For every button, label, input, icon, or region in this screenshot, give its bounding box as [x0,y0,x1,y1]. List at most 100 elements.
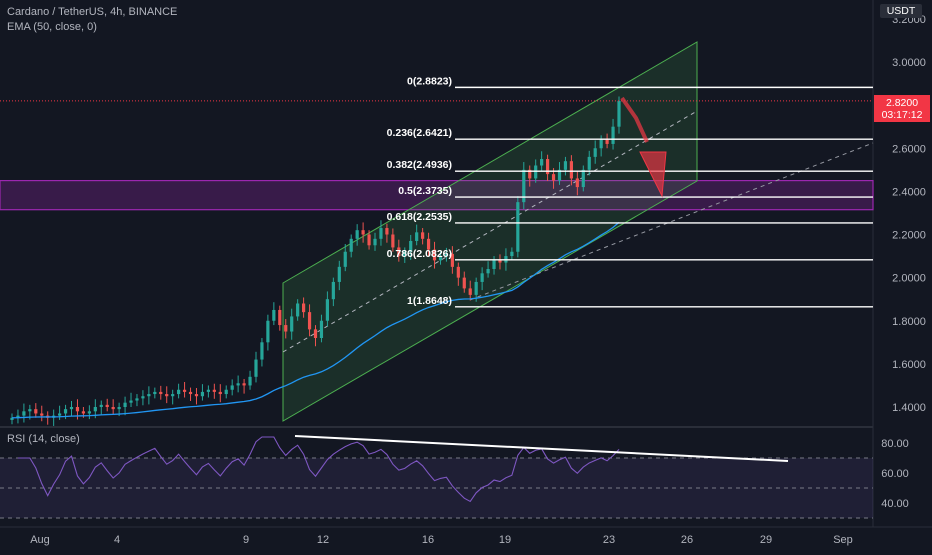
candle-body [301,303,306,313]
candle-body [171,394,175,397]
candle-body [415,232,419,241]
candle-body [307,312,312,330]
candle-body [22,411,26,416]
price-tick-label: 1.4000 [892,402,926,414]
candle-body [605,139,609,144]
candle-body [409,240,413,252]
supply-zone [0,179,874,211]
candle-body [557,169,562,181]
currency-badge[interactable]: USDT [880,4,922,18]
candle-body [212,389,216,392]
candle-body [551,174,556,181]
candle-body [153,391,157,395]
candle-body [611,126,615,144]
candle-body [569,161,573,179]
time-tick-label: 16 [422,534,434,546]
projection-arrow[interactable] [620,96,667,198]
rsi-line [17,436,620,503]
candle-body [28,409,32,412]
candle-body [260,342,264,360]
candle-body [462,277,466,289]
candle-body [129,400,133,403]
candle-body [34,409,38,414]
candle-body [194,394,199,397]
candle-body [284,325,288,332]
candle-body [444,253,449,257]
candle-body [331,281,335,300]
parallel-channel[interactable] [282,41,874,422]
price-tick-label: 1.6000 [892,359,926,371]
rsi-tick-label: 60.00 [881,468,909,480]
candle-body [135,398,139,401]
candle-body [188,391,193,395]
symbol-title[interactable]: Cardano / TetherUS, 4h, BINANCE [7,6,178,18]
candle-body [16,415,20,418]
candle-body [522,169,526,203]
time-tick-label: 9 [243,534,249,546]
candle-body [141,396,145,399]
candle-body [545,159,550,175]
candle-body [319,320,324,338]
price-tick-label: 3.0000 [892,57,926,69]
ema-legend[interactable]: EMA (50, close, 0) [7,21,97,33]
price-tick-label: 2.4000 [892,186,926,198]
fib-level-label: 0.236(2.6421) [387,127,452,139]
trend-dashed-line [469,142,874,301]
candle-body [563,161,568,170]
candle-body [516,202,520,252]
candle-body [224,389,228,395]
candle-body [206,389,210,392]
bar-countdown: 03:17:12 [881,109,923,121]
candle-body [379,228,383,239]
time-tick-label: 23 [603,534,615,546]
time-tick-label: 19 [499,534,511,546]
rsi-divergence-line [294,435,789,462]
candle-body [349,238,353,252]
candle-body [391,234,395,248]
fibonacci-retracement[interactable]: 0(2.8823) 0.236(2.6421) 0.382(2.4936) 0.5(2… [387,75,873,308]
time-tick-label: 12 [317,534,329,546]
fib-level-label: 0(2.8823) [407,75,452,87]
candle-body [426,238,431,250]
candle-body [438,256,443,261]
candle-body [593,148,597,157]
candle-body [230,385,234,390]
candle-body [450,253,454,267]
rsi-pane[interactable]: 80.00 60.00 40.00 [0,435,909,519]
candle-body [498,260,502,263]
candle-body [69,407,74,410]
arrow-head [639,151,667,198]
candle-body [480,273,484,282]
candle-body [581,169,585,188]
candle-body [87,411,91,414]
price-tick-label: 2.6000 [892,143,926,155]
fib-level-label: 0.382(2.4936) [387,159,452,171]
arrow-shaft [620,96,649,143]
candle-body [111,407,115,410]
rsi-legend[interactable]: RSI (14, close) [7,433,80,445]
time-tick-label: Sep [833,534,853,546]
candle-body [40,413,44,416]
price-axis[interactable]: 3.20003.00002.80002.60002.40002.20002.00… [892,14,926,414]
time-axis[interactable]: Aug 4 9 12 16 19 23 26 29 Sep [30,534,853,546]
candle-body [421,232,425,239]
candle-body [236,383,240,386]
candle-body [93,407,97,412]
candle-body [200,391,205,397]
candle-body [75,407,80,412]
rsi-tick-label: 40.00 [881,498,909,510]
candle-body [432,249,437,261]
candle-body [290,316,294,332]
candle-body [272,309,276,321]
candle-body [313,329,318,338]
candle-body [159,391,163,395]
candle-body [266,320,270,343]
candle-body [117,407,121,410]
candle-body [486,269,490,274]
channel-fill [282,41,698,422]
price-tick-label: 2.2000 [892,230,926,242]
candle-body [105,404,109,407]
candle-body [337,266,341,282]
